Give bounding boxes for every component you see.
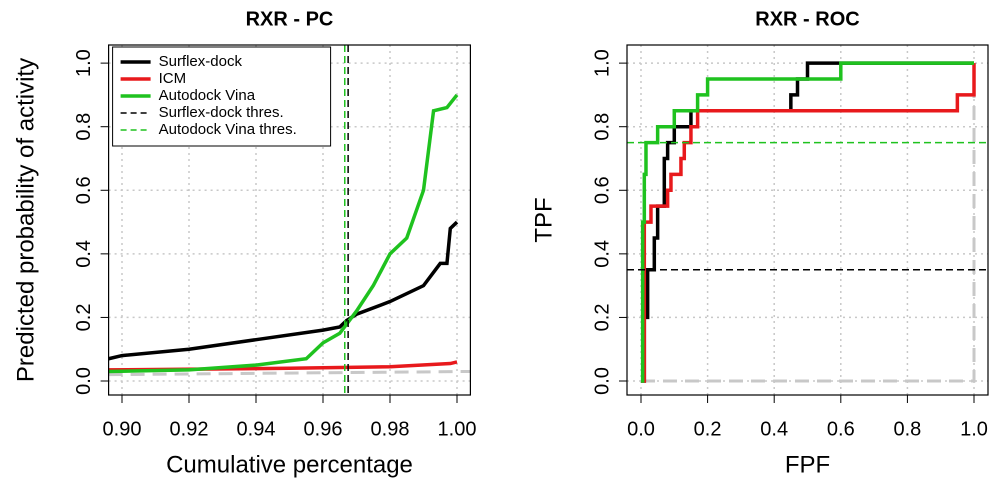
- legend-label: Autodock Vina: [159, 87, 256, 104]
- y-tick-label: 0.4: [591, 240, 613, 268]
- y-tick-label: 0.0: [73, 367, 95, 395]
- y-tick-label: 1.0: [73, 49, 95, 77]
- x-tick-label: 0.8: [894, 418, 922, 440]
- data-line: [640, 61, 975, 383]
- y-tick-label: 0.6: [591, 176, 613, 204]
- x-tick-label: 0.6: [827, 418, 855, 440]
- legend-label: ICM: [159, 70, 187, 87]
- x-tick-label: 0.98: [371, 418, 410, 440]
- data-line: [108, 220, 459, 361]
- x-tick-label: 0.94: [237, 418, 276, 440]
- y-tick-label: 1.0: [591, 49, 613, 77]
- x-tick-label: 0.2: [694, 418, 722, 440]
- x-tick-label: 1.0: [960, 418, 988, 440]
- x-tick-label: 0.90: [103, 418, 142, 440]
- y-tick-label: 0.0: [591, 367, 613, 395]
- chart-title: RXR - ROC: [755, 8, 859, 30]
- y-tick-label: 0.2: [591, 304, 613, 332]
- data-line: [640, 63, 976, 383]
- x-tick-label: 0.4: [760, 418, 788, 440]
- x-tick-label: 0.96: [304, 418, 343, 440]
- plot-frame: [626, 44, 989, 396]
- x-tick-label: 1.00: [438, 418, 477, 440]
- x-tick-label: 0.92: [170, 418, 209, 440]
- x-tick-label: 0.0: [627, 418, 655, 440]
- y-axis-title: TPF: [530, 197, 557, 242]
- data-line: [108, 369, 471, 377]
- y-axis-title: Predicted probability of activity: [12, 58, 39, 382]
- plot-frame: [107, 44, 471, 396]
- y-tick-label: 0.8: [591, 113, 613, 141]
- y-tick-label: 0.8: [73, 113, 95, 141]
- chart-title: RXR - PC: [246, 8, 334, 30]
- legend-label: Surflex-dock thres.: [159, 104, 284, 121]
- x-axis-title: Cumulative percentage: [166, 451, 413, 478]
- data-line: [108, 360, 458, 372]
- legend-label: Autodock Vina thres.: [159, 121, 297, 138]
- y-tick-label: 0.2: [73, 304, 95, 332]
- x-axis-title: FPF: [785, 451, 830, 478]
- data-line: [640, 63, 976, 383]
- data-line: [640, 61, 975, 383]
- data-line: [108, 93, 459, 374]
- y-tick-label: 0.6: [73, 176, 95, 204]
- y-tick-label: 0.4: [73, 240, 95, 268]
- legend-label: Surflex-dock: [159, 53, 243, 70]
